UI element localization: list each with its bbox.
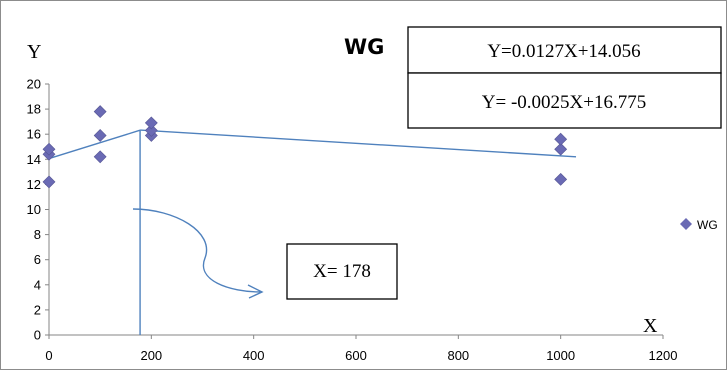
x-tick-group: 0 200 400 600 800 1000 1200 [45, 335, 677, 363]
fit-line-segment [48, 129, 141, 160]
annotation-curved-arrow [132, 208, 263, 293]
data-point [554, 142, 568, 156]
data-point [144, 116, 158, 130]
y-tick-label: 10 [27, 202, 41, 217]
equation-box-1 [407, 26, 722, 74]
data-point [144, 124, 158, 137]
y-tick-label: 16 [27, 127, 41, 142]
legend: WG [680, 218, 718, 232]
data-point [554, 132, 568, 146]
x-tick-label: 200 [140, 348, 162, 363]
x-tick-label: 600 [345, 348, 367, 363]
arrow-head-icon [247, 284, 264, 299]
y-tick-group: 0 2 4 6 8 10 12 14 16 18 20 [27, 77, 49, 343]
legend-label: WG [697, 218, 718, 232]
x-tick-label: 1200 [649, 348, 678, 363]
data-point [42, 142, 56, 156]
data-point [554, 172, 568, 186]
y-tick-label: 18 [27, 102, 41, 117]
data-point [93, 129, 107, 142]
fit-line-segment [140, 129, 577, 158]
fit-line-group [48, 129, 577, 160]
data-point-group [42, 105, 568, 189]
y-tick-label: 2 [34, 302, 41, 317]
legend-diamond-icon [680, 218, 692, 230]
y-tick-label: 6 [34, 252, 41, 267]
x-tick-label: 0 [45, 348, 52, 363]
data-point [93, 105, 107, 119]
y-tick-label: 20 [27, 77, 41, 92]
y-tick-label: 14 [27, 152, 41, 167]
y-tick-label: 4 [34, 277, 41, 292]
equation-1-text: Y=0.0127X+14.056 [487, 41, 640, 62]
equation-2-text: Y= -0.0025X+16.775 [482, 92, 646, 113]
breakpoint-label: X= 178 [313, 261, 371, 282]
x-tick-label: 1000 [546, 348, 575, 363]
breakpoint-box [286, 243, 398, 300]
y-tick-label: 0 [34, 328, 41, 343]
x-tick-label: 400 [243, 348, 265, 363]
y-tick-label: 8 [34, 227, 41, 242]
chart-title: WG [344, 35, 384, 59]
data-point [42, 175, 56, 189]
data-point [93, 150, 107, 164]
x-axis-label: X [643, 315, 658, 337]
x-tick-label: 800 [447, 348, 469, 363]
y-axis-label: Y [27, 41, 41, 63]
y-tick-label: 12 [27, 177, 41, 192]
equation-box-2 [407, 72, 722, 129]
